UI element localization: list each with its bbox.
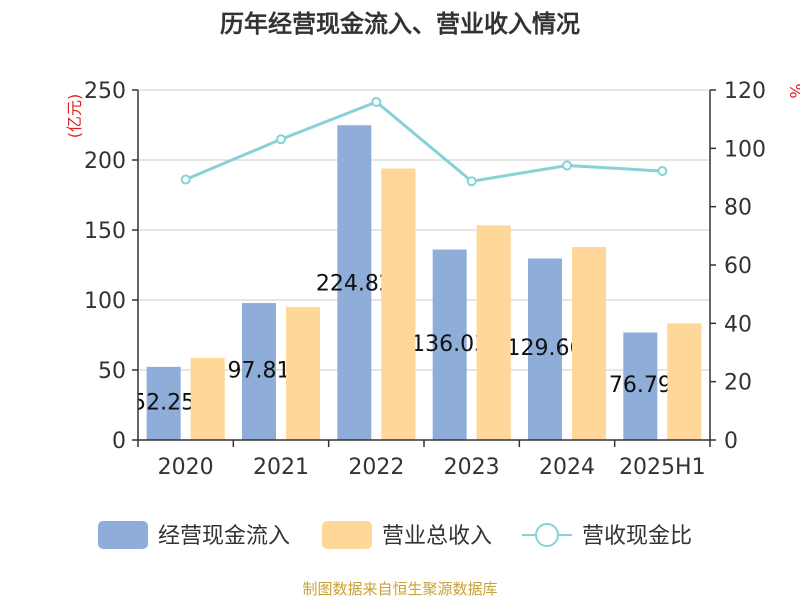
y-left-tick-label: 150 bbox=[84, 219, 126, 244]
y-left-tick-label: 0 bbox=[112, 429, 126, 454]
data-label: 224.82 bbox=[316, 271, 393, 296]
ratio-line-path bbox=[185, 100, 663, 183]
data-label: 136.03 bbox=[411, 332, 488, 357]
source-note: 制图数据来自恒生聚源数据库 bbox=[302, 580, 497, 598]
x-tick-label: 2025H1 bbox=[619, 455, 706, 480]
axes: 0 50 100 150 200 250 0 20 40 60 80 100 120 2020 2021 20… bbox=[84, 79, 766, 480]
ratio-line bbox=[180, 96, 668, 187]
bar bbox=[242, 303, 276, 440]
x-tick-label: 2020 bbox=[158, 455, 214, 480]
y-right-tick-label: 60 bbox=[724, 254, 752, 279]
y-left-tick-label: 50 bbox=[98, 359, 126, 384]
bar bbox=[623, 332, 658, 440]
bar-overlay bbox=[572, 247, 606, 440]
y-right-tick-label: 120 bbox=[724, 79, 766, 104]
legend-marker bbox=[535, 523, 559, 547]
legend-swatch bbox=[98, 521, 148, 549]
y-right-tick-label: 40 bbox=[724, 312, 752, 337]
bar bbox=[432, 249, 467, 440]
legend-label: 营业总收入 bbox=[382, 524, 492, 549]
x-tick-label: 2022 bbox=[348, 455, 404, 480]
data-label: 129.66 bbox=[507, 336, 584, 361]
legend-label: 经营现金流入 bbox=[158, 524, 290, 549]
y-left-tick-label: 200 bbox=[84, 149, 126, 174]
bar-overlay bbox=[476, 225, 511, 440]
data-label: 97.81 bbox=[228, 359, 291, 384]
ratio-point bbox=[657, 166, 668, 177]
x-tick-label: 2023 bbox=[444, 455, 500, 480]
data-label: 76.79 bbox=[609, 373, 672, 398]
ratio-point bbox=[276, 134, 286, 145]
bar-overlay bbox=[286, 307, 320, 440]
grid bbox=[138, 89, 710, 371]
bar-overlay bbox=[667, 323, 702, 440]
ratio-point bbox=[562, 160, 572, 171]
x-tick-label: 2021 bbox=[253, 455, 309, 480]
ratio-point bbox=[371, 96, 382, 107]
ratio-point bbox=[180, 174, 191, 185]
legend-label: 营收现金比 bbox=[582, 524, 692, 549]
ratio-point bbox=[466, 176, 477, 187]
y-right-tick-label: 80 bbox=[724, 196, 752, 221]
chart-title: 历年经营现金流入、营业收入情况 bbox=[220, 10, 580, 38]
bar bbox=[528, 258, 562, 440]
bar-overlay bbox=[381, 168, 416, 441]
bar bbox=[337, 125, 372, 440]
x-tick-label: 2024 bbox=[539, 455, 595, 480]
data-label: 52.25 bbox=[132, 390, 195, 415]
bar bbox=[146, 366, 181, 440]
y-right-axis-label: % bbox=[786, 83, 800, 98]
y-left-axis-label: (亿元) bbox=[65, 94, 84, 139]
y-left-tick-label: 250 bbox=[84, 79, 126, 104]
bar-overlay bbox=[190, 358, 225, 440]
legend-swatch bbox=[322, 521, 372, 549]
y-right-tick-label: 100 bbox=[724, 137, 766, 162]
y-left-tick-label: 100 bbox=[84, 289, 126, 314]
data-labels: 52.25 97.81 224.82 136.03 129.66 76.79 bbox=[132, 168, 702, 441]
y-right-tick-label: 0 bbox=[724, 429, 738, 454]
y-right-tick-label: 20 bbox=[724, 371, 752, 396]
legend: 经营现金流入 营业总收入 营收现金比 bbox=[98, 521, 692, 549]
